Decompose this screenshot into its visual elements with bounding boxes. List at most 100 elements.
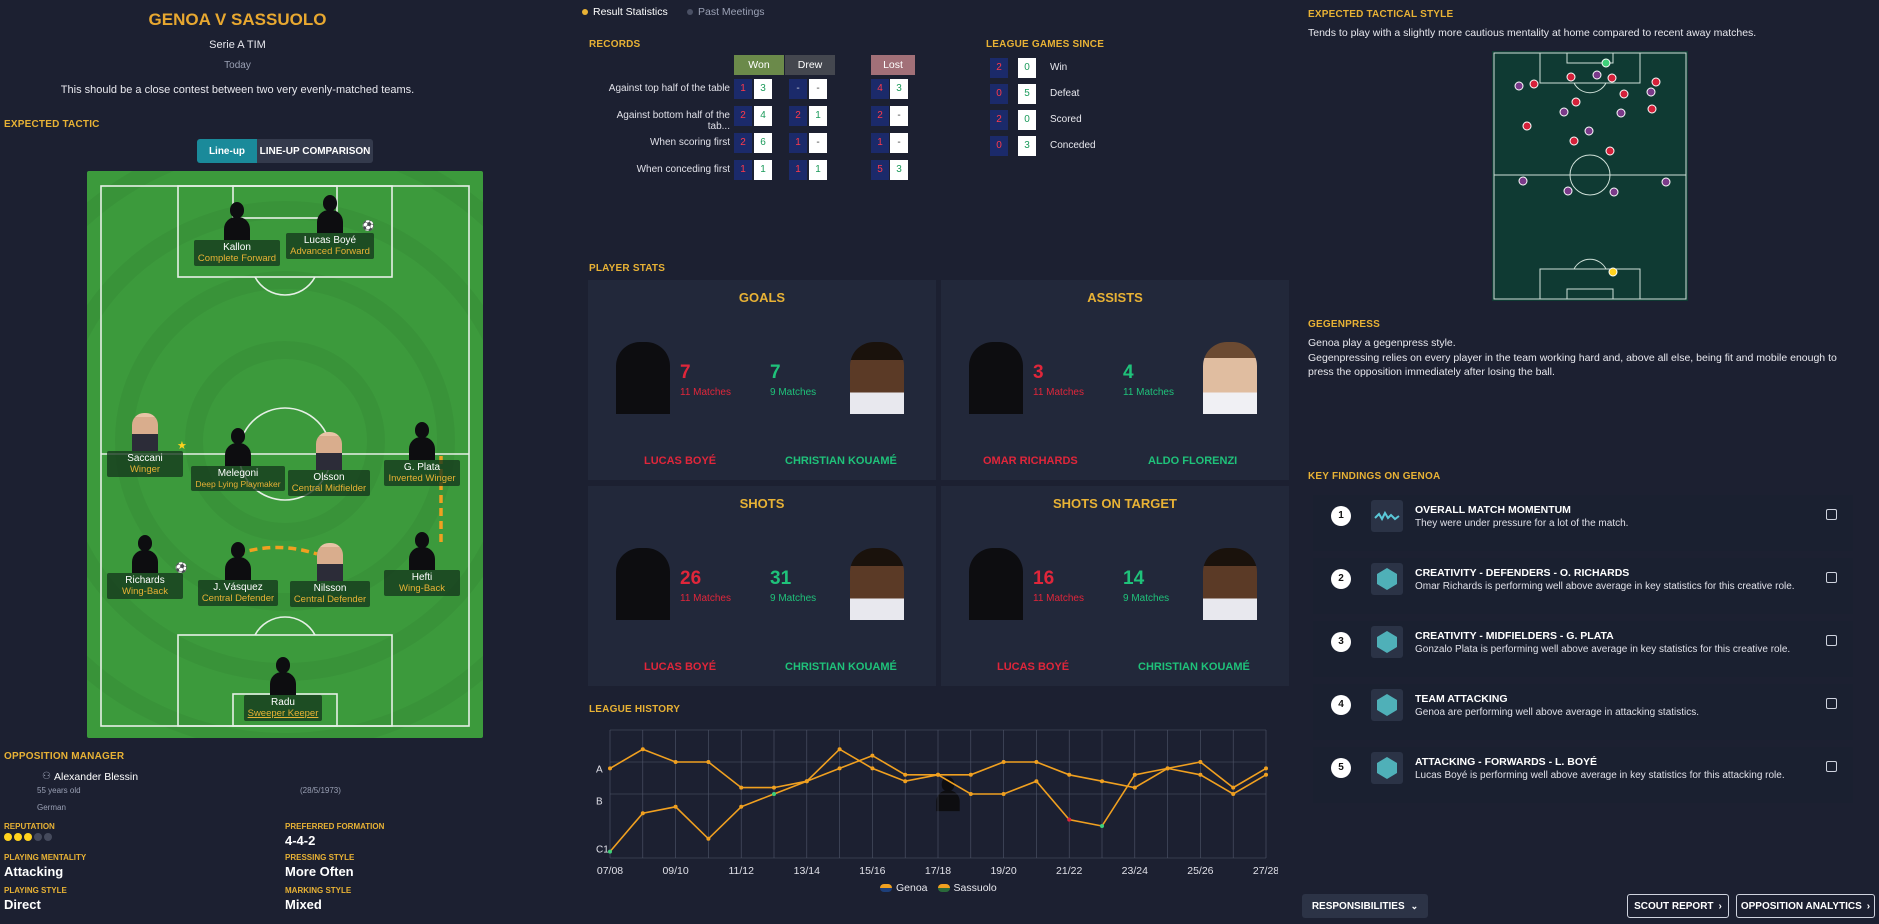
records-cell: 1 — [754, 160, 772, 180]
competition-name: Serie A TIM — [209, 39, 266, 51]
stat-right-player[interactable]: ALDO FLORENZI — [1148, 455, 1238, 467]
responsibilities-button[interactable]: RESPONSIBILITIES ⌄ — [1302, 894, 1428, 918]
player-silhouette — [409, 532, 435, 570]
stat-left-player[interactable]: LUCAS BOYÉ — [644, 661, 717, 673]
finding-description: Lucas Boyé is performing well above aver… — [1415, 770, 1785, 781]
formation-label: PREFERRED FORMATION — [285, 822, 385, 831]
player-card[interactable]: Richards Wing-Back ⚽ — [95, 535, 195, 599]
player-card[interactable]: Hefti Wing-Back — [372, 532, 472, 596]
player-name: Kallon — [223, 242, 251, 253]
manager-silhouette — [935, 776, 960, 812]
data-point-sassuolo — [739, 785, 744, 790]
key-finding-item[interactable]: 2 CREATIVITY - DEFENDERS - O. RICHARDS Oma… — [1313, 558, 1853, 614]
button-label: RESPONSIBILITIES — [1311, 900, 1405, 912]
player-card[interactable]: Radu Sweeper Keeper — [233, 657, 333, 721]
records-cell: 2 — [734, 133, 752, 153]
player-card[interactable]: J. Vásquez Central Defender — [188, 542, 288, 606]
player-card[interactable]: Saccani Winger ★ — [95, 413, 195, 477]
key-finding-item[interactable]: 4 TEAM ATTACKING Genoa are performing well… — [1313, 684, 1853, 740]
x-tick-label: 25/26 — [1187, 865, 1213, 877]
scout-report-button[interactable]: SCOUT REPORT › — [1627, 894, 1729, 918]
data-point-sassuolo — [968, 772, 973, 777]
player-role: Wing-Back — [122, 586, 168, 597]
reputation-label: REPUTATION — [4, 822, 55, 831]
stat-panel-title: SHOTS ON TARGET — [1053, 496, 1177, 511]
data-point-genoa — [903, 772, 908, 777]
stat-left-player[interactable]: LUCAS BOYÉ — [644, 455, 717, 467]
lineup-toggle[interactable]: Line-up — [197, 139, 257, 163]
chevron-right-icon: › — [1866, 900, 1871, 912]
reputation-stars — [4, 833, 52, 841]
expand-icon[interactable] — [1826, 635, 1837, 646]
key-finding-item[interactable]: 5 ATTACKING - FORWARDS - L. BOYÉ Lucas Boy… — [1313, 747, 1853, 803]
records-cell: 2 — [789, 106, 807, 126]
finding-title: CREATIVITY - DEFENDERS - O. RICHARDS — [1415, 567, 1630, 579]
tab-past-meetings[interactable]: Past Meetings — [687, 6, 765, 18]
data-point-sassuolo — [1100, 779, 1104, 784]
stat-panel-title: SHOTS — [739, 496, 785, 511]
data-point-sassuolo — [1231, 785, 1236, 790]
stat-left-matches: 11 Matches — [680, 593, 731, 604]
stat-right-player[interactable]: CHRISTIAN KOUAMÉ — [785, 661, 897, 673]
opposition-manager-heading: OPPOSITION MANAGER — [4, 751, 125, 762]
records-row-label: When conceding first — [636, 164, 730, 175]
expand-icon[interactable] — [1826, 509, 1837, 520]
lineup-comparison-toggle[interactable]: LINE-UP COMPARISON — [257, 139, 373, 163]
player-photo — [1203, 342, 1257, 414]
tab-active-dot-icon — [582, 9, 588, 15]
opposition-analytics-button[interactable]: OPPOSITION ANALYTICS › — [1736, 894, 1875, 918]
tactical-style-pitch — [1492, 51, 1688, 301]
records-row-label: Against bottom half of the tab... — [616, 110, 730, 132]
expand-icon[interactable] — [1826, 698, 1837, 709]
player-card[interactable]: Kallon Complete Forward — [187, 202, 287, 266]
key-finding-item[interactable]: 3 CREATIVITY - MIDFIELDERS - G. PLATA Gonz… — [1313, 621, 1853, 677]
data-point-sassuolo — [804, 779, 809, 784]
momentum-icon — [1371, 500, 1403, 532]
x-tick-label: 21/22 — [1056, 865, 1082, 877]
stat-left-player[interactable]: OMAR RICHARDS — [983, 455, 1078, 467]
x-tick-label: 13/14 — [794, 865, 820, 877]
player-card[interactable]: Nilsson Central Defender — [280, 543, 380, 607]
finding-description: They were under pressure for a lot of th… — [1415, 518, 1629, 529]
since-genoa-value: 2 — [990, 58, 1008, 78]
player-silhouette — [409, 422, 435, 460]
records-cell: 1 — [789, 133, 807, 153]
stat-right-matches: 9 Matches — [770, 387, 817, 398]
finding-title: OVERALL MATCH MOMENTUM — [1415, 504, 1571, 516]
stat-right-player[interactable]: CHRISTIAN KOUAMÉ — [1138, 661, 1250, 673]
key-finding-item[interactable]: 1 OVERALL MATCH MOMENTUM They were under p… — [1313, 495, 1853, 551]
player-card[interactable]: Lucas Boyé Advanced Forward ⚽ — [280, 195, 380, 259]
records-cell: - — [809, 133, 827, 153]
data-point-genoa — [706, 836, 711, 841]
player-name: G. Plata — [403, 462, 441, 473]
player-name: Olsson — [313, 472, 345, 483]
player-role: Deep Lying Playmaker — [195, 479, 281, 489]
finding-number: 3 — [1331, 632, 1351, 652]
gegenpress-heading: GEGENPRESS — [1308, 319, 1381, 330]
data-point-sassuolo — [1264, 766, 1268, 771]
x-tick-label: 19/20 — [990, 865, 1016, 877]
player-card[interactable]: Olsson Central Midfielder — [279, 432, 379, 496]
manager-name[interactable]: Alexander Blessin — [54, 771, 139, 783]
data-point-genoa — [1034, 779, 1039, 784]
stat-right-matches: 11 Matches — [1123, 387, 1174, 398]
records-cell: 5 — [871, 160, 889, 180]
stat-panel-assists: ASSISTS 3 11 Matches 4 11 Matches OMAR R… — [941, 280, 1289, 480]
data-point-sassuolo — [1198, 760, 1203, 764]
stat-right-value: 31 — [770, 568, 792, 589]
expand-icon[interactable] — [1826, 761, 1837, 772]
expand-icon[interactable] — [1826, 572, 1837, 583]
records-heading: RECORDS — [589, 39, 641, 50]
player-silhouette — [270, 657, 296, 695]
stat-left-player[interactable]: LUCAS BOYÉ — [997, 661, 1070, 673]
playing-style-value: Direct — [4, 897, 41, 912]
stat-right-player[interactable]: CHRISTIAN KOUAMÉ — [785, 455, 897, 467]
data-point-sassuolo — [936, 772, 940, 777]
player-card[interactable]: G. Plata Inverted Winger — [372, 422, 472, 486]
player-role: Central Defender — [201, 593, 275, 604]
player-card[interactable]: Melegoni Deep Lying Playmaker — [188, 428, 288, 491]
marking-style-value: Mixed — [285, 897, 322, 912]
tab-result-statistics[interactable]: Result Statistics — [582, 6, 668, 18]
data-point-genoa — [772, 792, 776, 796]
records-cell: 3 — [754, 79, 772, 99]
